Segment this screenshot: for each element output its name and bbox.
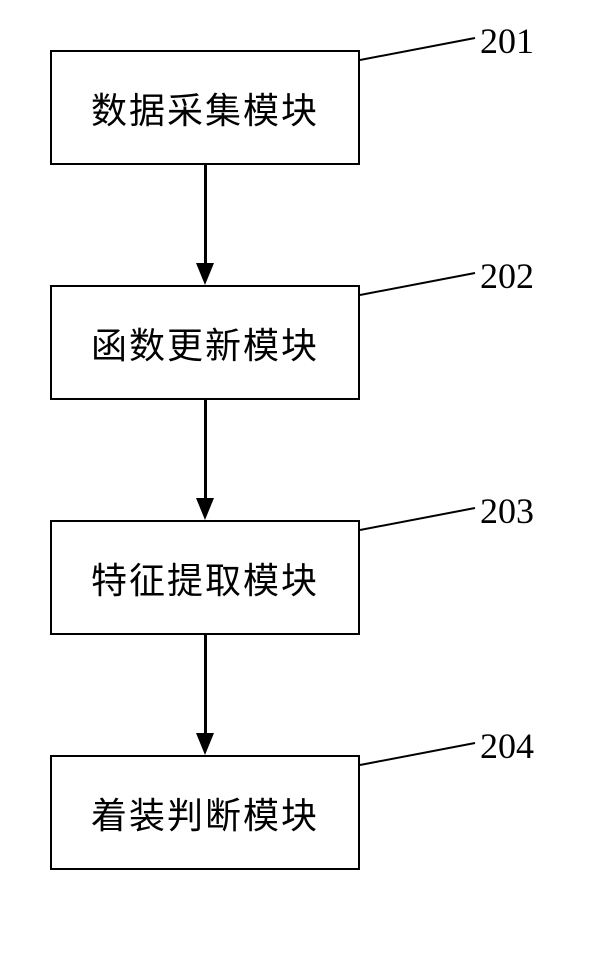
leader-line <box>358 741 477 767</box>
node-number-label: 204 <box>480 725 534 767</box>
flow-arrow-head-icon <box>196 498 214 520</box>
flow-node-n203: 特征提取模块 <box>50 520 360 635</box>
flow-node-label: 数据采集模块 <box>91 82 319 134</box>
leader-line <box>358 506 477 532</box>
flow-arrow-head-icon <box>196 733 214 755</box>
flow-node-n204: 着装判断模块 <box>50 755 360 870</box>
flow-node-label: 函数更新模块 <box>91 317 319 369</box>
node-number-label: 202 <box>480 255 534 297</box>
flow-arrow-head-icon <box>196 263 214 285</box>
flow-arrow-line <box>204 165 207 263</box>
leader-line <box>358 271 477 297</box>
leader-line <box>358 36 477 62</box>
flow-node-label: 特征提取模块 <box>91 552 319 604</box>
flowchart-canvas: 数据采集模块 201 函数更新模块 202 特征提取模块 203 着装判断模块 204 <box>0 0 614 965</box>
flow-node-label: 着装判断模块 <box>91 787 319 839</box>
flow-node-n202: 函数更新模块 <box>50 285 360 400</box>
flow-arrow-line <box>204 635 207 733</box>
flow-arrow-line <box>204 400 207 498</box>
node-number-label: 201 <box>480 20 534 62</box>
flow-node-n201: 数据采集模块 <box>50 50 360 165</box>
node-number-label: 203 <box>480 490 534 532</box>
